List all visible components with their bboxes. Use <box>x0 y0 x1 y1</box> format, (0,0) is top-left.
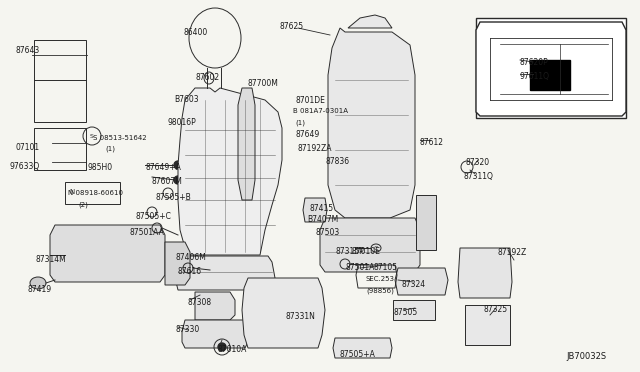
Polygon shape <box>195 292 235 320</box>
Text: 98016P: 98016P <box>168 118 196 127</box>
Text: 87700M: 87700M <box>248 79 279 88</box>
Text: 87308: 87308 <box>187 298 211 307</box>
Bar <box>65 182 120 204</box>
Polygon shape <box>182 320 248 348</box>
Text: 87330: 87330 <box>175 325 199 334</box>
Text: 87406M: 87406M <box>175 253 206 262</box>
Polygon shape <box>165 242 190 285</box>
Text: 86400: 86400 <box>183 28 207 37</box>
Text: 87649+A: 87649+A <box>145 163 181 172</box>
Text: B7407M: B7407M <box>307 215 339 224</box>
Text: 87612: 87612 <box>420 138 444 147</box>
Ellipse shape <box>174 161 182 169</box>
Text: 87503: 87503 <box>316 228 340 237</box>
Bar <box>416 195 436 250</box>
Text: 87616: 87616 <box>178 267 202 276</box>
Text: 97611Q: 97611Q <box>520 72 550 81</box>
Polygon shape <box>333 338 392 358</box>
Text: 87501A: 87501A <box>345 263 374 272</box>
Polygon shape <box>476 22 626 116</box>
Text: 87649: 87649 <box>295 130 319 139</box>
Text: 87505: 87505 <box>393 308 417 317</box>
Text: 87311Q: 87311Q <box>463 172 493 181</box>
Polygon shape <box>320 218 420 272</box>
Polygon shape <box>348 15 392 28</box>
Text: 87419: 87419 <box>28 285 52 294</box>
Text: S 08513-51642: S 08513-51642 <box>93 135 147 141</box>
Bar <box>530 60 570 90</box>
Text: 87192Z: 87192Z <box>497 248 526 257</box>
Text: (1): (1) <box>105 146 115 153</box>
Polygon shape <box>238 88 255 200</box>
Text: JB70032S: JB70032S <box>566 352 606 361</box>
Text: 87331N: 87331N <box>285 312 315 321</box>
Text: 87415: 87415 <box>310 204 334 213</box>
Text: 87505+C: 87505+C <box>135 212 171 221</box>
Text: 87607M: 87607M <box>152 177 183 186</box>
Text: 87325: 87325 <box>484 305 508 314</box>
Polygon shape <box>178 88 282 255</box>
Text: 87501AA: 87501AA <box>130 228 165 237</box>
Text: 87625: 87625 <box>280 22 304 31</box>
Polygon shape <box>175 256 275 290</box>
Text: C: C <box>374 246 378 250</box>
Polygon shape <box>303 198 327 222</box>
Text: 97633Q: 97633Q <box>10 162 40 171</box>
Polygon shape <box>393 300 435 320</box>
Text: 87505+A: 87505+A <box>340 350 376 359</box>
Polygon shape <box>242 278 325 348</box>
Text: 87105: 87105 <box>374 263 398 272</box>
Text: 87010A: 87010A <box>218 345 248 354</box>
Ellipse shape <box>30 277 46 289</box>
Text: 87620P: 87620P <box>520 58 548 67</box>
Text: B 081A7-0301A: B 081A7-0301A <box>293 108 348 114</box>
Text: 985H0: 985H0 <box>88 163 113 172</box>
Polygon shape <box>50 225 165 282</box>
Polygon shape <box>328 28 415 218</box>
Text: 8701DE: 8701DE <box>296 96 326 105</box>
Bar <box>34 40 86 122</box>
Polygon shape <box>458 248 512 298</box>
Polygon shape <box>465 305 510 345</box>
Text: 87315P: 87315P <box>335 247 364 256</box>
Text: (2): (2) <box>78 201 88 208</box>
Text: (1): (1) <box>295 119 305 125</box>
Text: S: S <box>90 134 94 138</box>
Text: 87320: 87320 <box>466 158 490 167</box>
Bar <box>476 18 626 118</box>
Ellipse shape <box>174 176 182 184</box>
Text: 87192ZA: 87192ZA <box>297 144 332 153</box>
Polygon shape <box>395 268 448 295</box>
Text: B7603: B7603 <box>174 95 198 104</box>
Text: 87324: 87324 <box>402 280 426 289</box>
Text: 87836: 87836 <box>325 157 349 166</box>
Ellipse shape <box>218 343 226 351</box>
Text: (98856): (98856) <box>366 287 394 294</box>
Text: 87010E: 87010E <box>351 247 380 256</box>
Text: 87643: 87643 <box>15 46 39 55</box>
Text: 87314M: 87314M <box>35 255 66 264</box>
Text: N 08918-60610: N 08918-60610 <box>68 190 123 196</box>
Text: 87505+B: 87505+B <box>155 193 191 202</box>
Text: 87602: 87602 <box>196 73 220 82</box>
Text: SEC.253: SEC.253 <box>366 276 395 282</box>
Bar <box>34 128 86 170</box>
Text: N: N <box>69 189 74 195</box>
Text: 07101: 07101 <box>15 143 39 152</box>
